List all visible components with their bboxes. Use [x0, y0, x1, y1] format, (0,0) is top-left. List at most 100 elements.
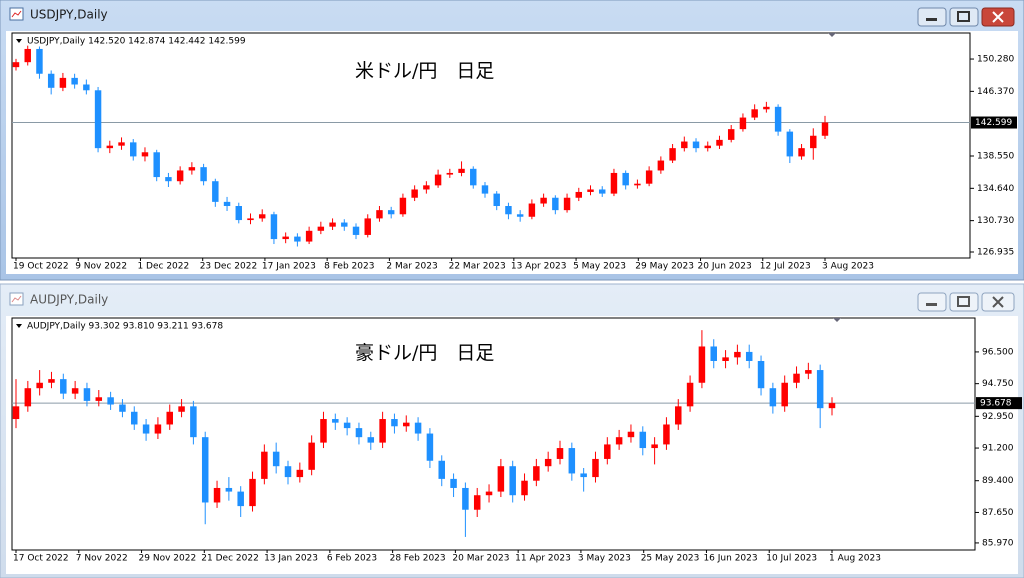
candle-body — [201, 437, 209, 503]
y-tick-label: 138.550 — [977, 151, 1014, 161]
candle-body — [426, 433, 434, 461]
candle-body — [399, 197, 407, 215]
x-tick-label: 28 Feb 2023 — [390, 554, 446, 564]
x-tick-label: 3 Aug 2023 — [822, 262, 874, 272]
maximize-button[interactable] — [949, 292, 979, 312]
icon-graph — [11, 295, 22, 303]
candle-body — [544, 458, 552, 467]
candle-body — [188, 167, 196, 171]
candle-body — [71, 77, 78, 85]
candle-body — [692, 141, 700, 149]
candle-body — [48, 379, 55, 383]
candle-body — [284, 466, 292, 478]
chart-annotation: 米ドル/円 日足 — [355, 60, 494, 82]
minimize-button[interactable] — [917, 7, 947, 27]
candle-body — [446, 172, 454, 175]
candle-body — [739, 117, 747, 130]
candle-body — [805, 370, 812, 374]
candle-body — [411, 189, 418, 198]
candle-body — [627, 431, 635, 438]
candle-body — [540, 197, 547, 204]
y-tick-label: 87.650 — [982, 508, 1014, 518]
candle-body — [178, 406, 185, 412]
y-tick-label: 146.370 — [977, 87, 1014, 97]
candle-body — [604, 444, 611, 459]
candle-body — [95, 397, 103, 401]
candle-body — [521, 480, 528, 496]
x-tick-label: 29 May 2023 — [635, 262, 694, 272]
x-tick-label: 16 Jun 2023 — [703, 554, 757, 564]
candle-body — [153, 152, 160, 178]
candle-body — [235, 206, 242, 221]
candle-body — [763, 106, 770, 110]
candle-body — [225, 487, 233, 492]
candle-body — [119, 404, 126, 412]
close-icon — [992, 11, 1004, 23]
candle-body — [505, 206, 512, 215]
x-tick-label: 5 May 2023 — [573, 262, 626, 272]
candle-body — [272, 451, 280, 467]
x-tick-label: 7 Nov 2022 — [76, 554, 128, 564]
candle-body — [645, 170, 653, 184]
candle-body — [249, 478, 256, 507]
window-title: AUDJPY,Daily — [30, 293, 108, 307]
candle-body — [710, 346, 717, 361]
candle-body — [639, 431, 647, 449]
x-tick-label: 12 Jul 2023 — [760, 262, 811, 272]
candle-body — [610, 172, 618, 194]
maximize-button[interactable] — [949, 7, 979, 27]
x-tick-label: 3 May 2023 — [578, 554, 631, 564]
x-tick-label: 20 Mar 2023 — [452, 554, 509, 564]
candle-body — [282, 236, 289, 240]
candle-body — [296, 469, 304, 478]
header-triangle — [16, 39, 22, 43]
candle-body — [509, 466, 516, 496]
candle-body — [470, 168, 477, 186]
x-tick-label: 1 Aug 2023 — [829, 554, 881, 564]
chart: AUDJPY,Daily 93.302 93.810 93.211 93.678… — [11, 317, 1022, 564]
x-tick-label: 8 Feb 2023 — [324, 262, 374, 272]
candle-body — [308, 442, 315, 470]
candle-body — [320, 419, 327, 443]
candle-body — [270, 214, 278, 240]
candle-body — [332, 419, 339, 423]
candle-body — [36, 48, 43, 74]
chart-annotation: 豪ドル/円 日足 — [355, 342, 494, 364]
candle-body — [438, 460, 445, 479]
candle-body — [106, 145, 114, 149]
candle-body — [751, 109, 758, 118]
close-icon — [992, 296, 1004, 308]
minimize-icon — [926, 18, 937, 21]
maximize-icon — [957, 296, 970, 307]
candle-body — [704, 145, 711, 149]
candle-body — [450, 478, 457, 488]
x-tick-label: 10 Jul 2023 — [766, 554, 817, 564]
header-triangle — [16, 324, 22, 328]
candle-body — [528, 203, 536, 217]
candle-body — [575, 191, 583, 198]
x-tick-label: 25 May 2023 — [641, 554, 700, 564]
candle-body — [305, 230, 313, 242]
candle-body — [83, 388, 91, 401]
candle-body — [497, 466, 505, 492]
candle-body — [24, 388, 32, 407]
candle-body — [247, 218, 254, 221]
candle-body — [615, 437, 623, 445]
current-price-label: 93.678 — [980, 399, 1012, 409]
candle-body — [798, 148, 805, 157]
candle-body — [686, 382, 694, 407]
candle-body — [142, 424, 150, 434]
candle-body — [317, 226, 325, 231]
candle-body — [556, 448, 564, 459]
x-tick-label: 6 Feb 2023 — [327, 554, 377, 564]
minimize-button[interactable] — [917, 292, 947, 312]
candle-body — [458, 168, 465, 173]
y-tick-label: 94.750 — [982, 379, 1014, 389]
candle-body — [131, 411, 138, 425]
candle-body — [379, 419, 386, 443]
candle-body — [675, 406, 682, 425]
candle-body — [329, 222, 336, 227]
candle-body — [341, 222, 348, 227]
candle-body — [793, 373, 800, 383]
candle-body — [376, 210, 383, 219]
